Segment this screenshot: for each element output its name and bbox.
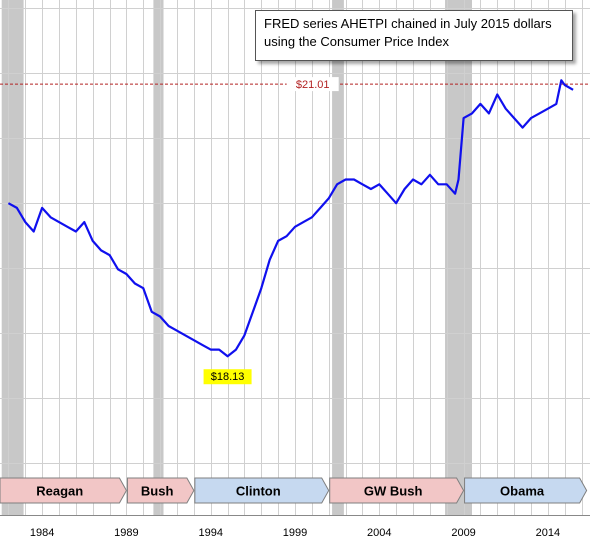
reference-label-bg: [286, 77, 339, 92]
series-group: [7, 79, 574, 358]
president-arrow: [126, 477, 195, 504]
recession-band: [445, 0, 472, 515]
president-label: Reagan: [36, 484, 83, 499]
president-label: Obama: [500, 484, 545, 499]
president-label: Bush: [141, 484, 174, 499]
recession-band: [1, 0, 24, 515]
president-label: GW Bush: [364, 484, 423, 499]
president-arrow: [464, 477, 588, 504]
legend-line-2: using the Consumer Price Index: [264, 34, 449, 49]
x-tick-label: 2014: [536, 527, 560, 539]
grid: [0, 0, 590, 516]
x-tick-label: 1984: [30, 527, 54, 539]
recession-bands: [1, 0, 472, 515]
legend: FRED series AHETPI chained in July 2015 …: [255, 10, 573, 61]
x-tick-label: 2009: [451, 527, 475, 539]
x-tick-label: 1989: [114, 527, 138, 539]
recession-band: [153, 0, 164, 515]
legend-line-1: FRED series AHETPI chained in July 2015 …: [264, 16, 552, 31]
president-arrow: [0, 477, 128, 504]
reference-line-group: $21.01: [0, 77, 590, 92]
x-tick-label: 1994: [198, 527, 222, 539]
x-tick-label: 2004: [367, 527, 391, 539]
min-annotation-group: $18.13: [203, 369, 252, 385]
x-tick-labels: 1984 1989 1994 1999 2004 2009 2014: [30, 527, 560, 539]
president-arrow: [329, 477, 465, 504]
president-arrows: Reagan Bush Clinton GW Bush Obama: [0, 477, 588, 504]
reference-line-label: $21.01: [296, 79, 330, 91]
min-annotation-highlight: [203, 369, 252, 385]
series-line: [7, 79, 574, 358]
recession-band: [332, 0, 344, 515]
x-tick-label: 1999: [283, 527, 307, 539]
president-arrow: [194, 477, 330, 504]
president-label: Clinton: [236, 484, 281, 499]
min-annotation-label: $18.13: [211, 371, 245, 383]
